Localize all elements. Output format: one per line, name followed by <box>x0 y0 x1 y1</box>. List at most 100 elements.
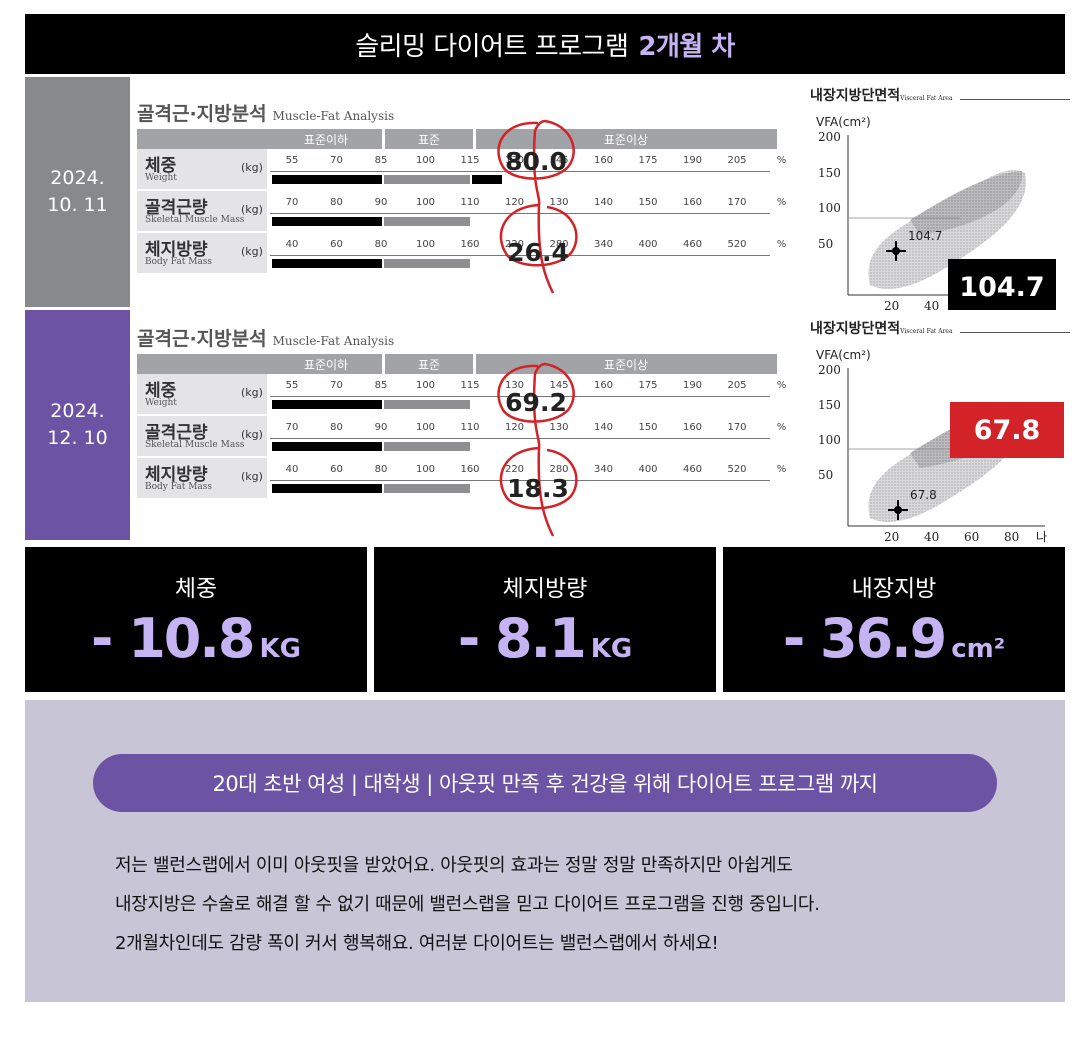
scale-tick: 100 <box>415 239 436 250</box>
review-line: 저는 밸런스랩에서 이미 아웃핏을 받았어요. 아웃핏의 효과는 정말 정말 만… <box>115 855 793 876</box>
scale-tick: 100 <box>415 380 436 391</box>
scale-tick: 160 <box>593 155 614 166</box>
scale-tick: 160 <box>682 422 703 433</box>
scale-tick: 120 <box>504 197 525 208</box>
scale-tick: 150 <box>638 422 658 433</box>
scale-tick: 190 <box>682 380 703 391</box>
stat-visceral-fat: 내장지방 - 36.9 cm² <box>723 547 1065 692</box>
analysis-title-en: Muscle-Fat Analysis <box>272 334 395 348</box>
scale-tick: 70 <box>330 155 343 166</box>
row-scale: 55 70 85 100 115 130 145 160 175 190 205% <box>270 149 786 189</box>
scale-tick: 400 <box>638 464 658 475</box>
scale-tick: 130 <box>504 380 525 391</box>
scale-tick: 190 <box>682 155 703 166</box>
scale-tick: 115 <box>460 380 480 391</box>
bar-normal <box>384 442 470 451</box>
scale-tick: 140 <box>593 197 614 208</box>
vfa-point-label: 67.8 <box>910 488 937 502</box>
scale-tick: 220 <box>504 464 525 475</box>
vfa-title-en: Visceral Fat Area <box>900 328 953 335</box>
vfa-ytick: 150 <box>818 398 841 412</box>
scale-tick: % <box>776 239 787 250</box>
scale-tick: 160 <box>460 239 480 250</box>
scale-tick: 110 <box>460 422 480 433</box>
scale-tick: 90 <box>374 422 388 433</box>
bar-below <box>272 175 382 184</box>
scale-tick: 130 <box>549 197 569 208</box>
row-unit: (kg) <box>241 470 263 483</box>
vfa-unit: VFA(cm²) <box>816 115 871 129</box>
scale-tick: 205 <box>727 380 747 391</box>
scale-tick: 145 <box>549 155 569 166</box>
scale-tick: 55 <box>285 155 299 166</box>
row-label: 체지방량 Body Fat Mass <box>137 233 267 273</box>
weight-value: 80.0 <box>505 146 567 176</box>
report-date: 2024. 12. 10 <box>25 310 130 540</box>
row-unit: (kg) <box>241 245 263 258</box>
scale-tick: 80 <box>330 197 343 208</box>
scale-tick: 40 <box>285 464 299 475</box>
review-line: 내장지방은 수술로 해결 할 수 없기 때문에 밸런스랩을 믿고 다이어트 프로… <box>115 894 820 915</box>
analysis-title-en: Muscle-Fat Analysis <box>272 109 395 123</box>
report-date: 2024. 10. 11 <box>25 77 130 307</box>
analysis-title: 골격근·지방분석 Muscle-Fat Analysis <box>137 328 395 350</box>
scale-tick: 100 <box>415 422 436 433</box>
bar-below <box>272 259 382 268</box>
scale-tick: 85 <box>374 155 388 166</box>
inbody-report-2: 2024. 12. 10 골격근·지방분석 Muscle-Fat Analysis 표… <box>25 310 1070 561</box>
range-above: 표준이상 <box>603 133 649 147</box>
scale-tick: 170 <box>727 422 747 433</box>
range-header: 표준이하 표준 표준이상 <box>137 129 777 149</box>
range-below: 표준이하 <box>303 358 349 372</box>
scale-tick: 170 <box>727 197 747 208</box>
range-normal: 표준 <box>417 358 441 372</box>
row-label: 골격근량 Skeletal Muscle Mass <box>137 191 267 231</box>
red-circle-marks <box>497 362 578 537</box>
bar-below <box>272 400 382 409</box>
scale-tick: 115 <box>460 155 480 166</box>
red-circle-marks <box>497 119 578 294</box>
analysis-row: 체지방량 Body Fat Mass (kg) 40 60 80 100 160 220 280 3… <box>137 458 786 500</box>
vfa-xtick: 20 <box>884 530 900 544</box>
scale-tick: 160 <box>682 197 703 208</box>
scale-tick: 520 <box>727 239 747 250</box>
scale-tick: 85 <box>374 380 388 391</box>
bar-above <box>472 175 502 184</box>
scale-tick: 110 <box>460 197 480 208</box>
inbody-report-1: 2024. 10. 11 골격근·지방분석 Muscle-Fat Analysis 표… <box>25 77 1070 330</box>
scale-tick: 140 <box>593 422 614 433</box>
stat-value: - 36.9 cm² <box>782 607 1006 670</box>
vfa-value-box: 67.8 <box>950 402 1064 458</box>
scale-tick: 340 <box>593 239 614 250</box>
scale-tick: 70 <box>285 197 299 208</box>
scale-tick: 80 <box>330 422 343 433</box>
vfa-ytick: 200 <box>818 363 841 377</box>
row-unit: (kg) <box>241 203 263 216</box>
range-header: 표준이하 표준 표준이상 <box>137 354 777 374</box>
scale-tick: 70 <box>330 380 343 391</box>
analysis-row: 체지방량 Body Fat Mass (kg) 40 60 80 100 160 220 280 3… <box>137 233 786 275</box>
testimonial-section: 20대 초반 여성 | 대학생 | 아웃핏 만족 후 건강을 위해 다이어트 프… <box>25 700 1065 1002</box>
vfa-title: 내장지방단면적Visceral Fat Area <box>810 88 953 104</box>
bar-below <box>272 217 382 226</box>
row-scale: 70 80 90 100 110 120 130 140 150 160 170% <box>270 416 786 456</box>
range-below: 표준이하 <box>303 133 349 147</box>
result-stats: 체중 - 10.8 KG 체지방량 - 8.1 KG 내장지방 - 36.9 cm² <box>25 547 1065 692</box>
scale-tick: 460 <box>682 464 703 475</box>
scale-tick: 160 <box>460 464 480 475</box>
analysis-table: 표준이하 표준 표준이상 체중 Weight (kg) 55 70 85 100 115 130… <box>137 354 786 500</box>
scale-tick: 175 <box>638 380 658 391</box>
scale-tick: 175 <box>638 155 658 166</box>
range-above: 표준이상 <box>603 358 649 372</box>
muscle-fat-analysis: 골격근·지방분석 Muscle-Fat Analysis 표준이하 표준 표준이상… <box>137 99 786 309</box>
stat-weight: 체중 - 10.8 KG <box>25 547 367 692</box>
scale-tick: 205 <box>727 155 747 166</box>
row-unit: (kg) <box>241 161 263 174</box>
row-scale: 70 80 90 100 110 120 130 140 150 160 170% <box>270 191 786 231</box>
scale-tick: 120 <box>504 422 525 433</box>
header-highlight: 2개월 차 <box>638 31 735 62</box>
vfa-xtick: 40 <box>924 530 940 544</box>
scale-tick: 400 <box>638 239 658 250</box>
vfa-value-box: 104.7 <box>948 259 1056 315</box>
scale-tick: 100 <box>415 155 436 166</box>
